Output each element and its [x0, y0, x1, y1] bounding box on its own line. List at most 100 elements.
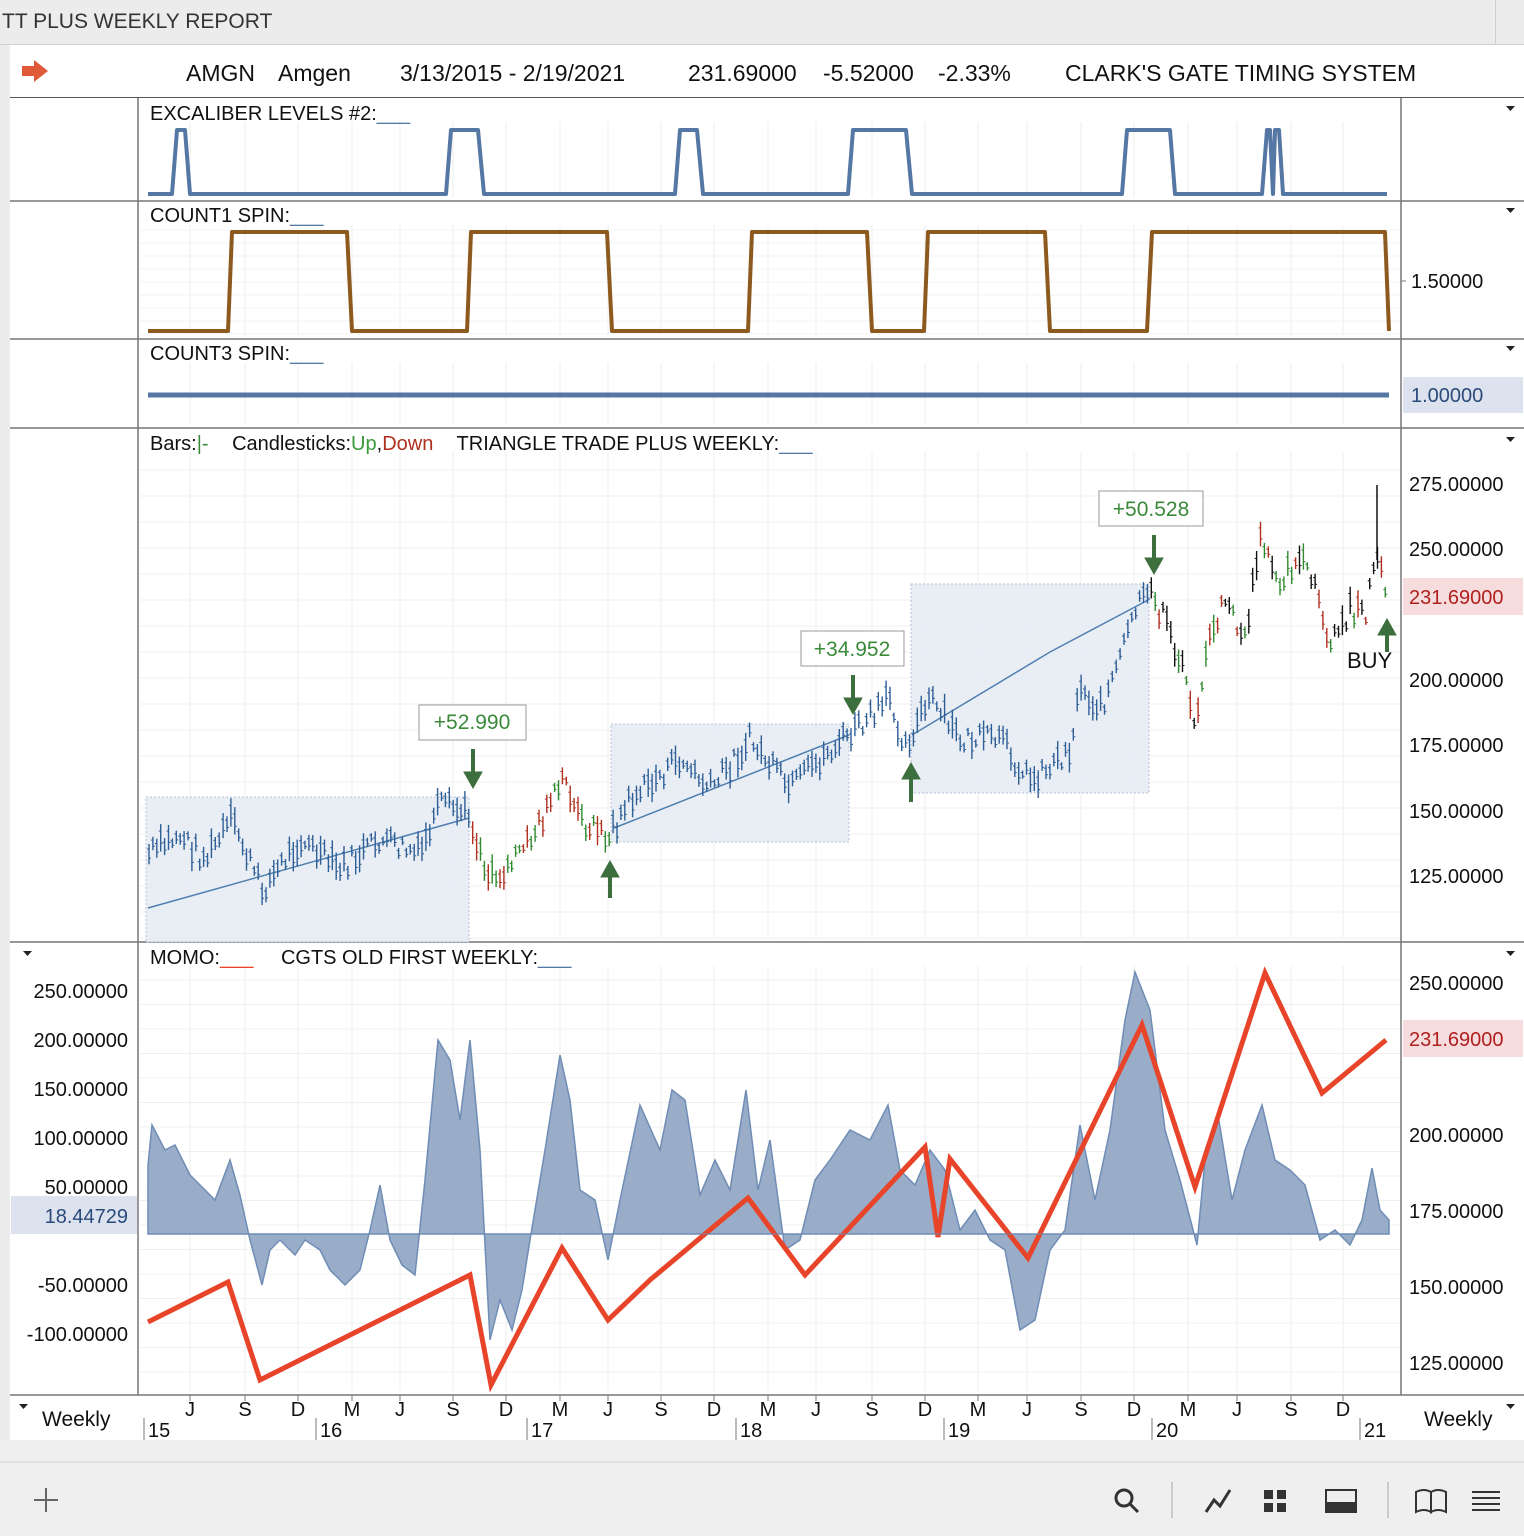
momo-area: [147, 969, 1390, 1341]
count3-label: COUNT3 SPIN:___: [150, 343, 324, 365]
momo-left-axis-label: 250.00000: [33, 981, 128, 1003]
month-tick-label: D: [707, 1399, 721, 1421]
trend-line-3: [911, 598, 1151, 736]
trade-zone-1: [145, 796, 470, 943]
month-tick-label: D: [1127, 1399, 1141, 1421]
momo-left-axis-label: 200.00000: [33, 1030, 128, 1052]
panel-icon[interactable]: [1325, 1489, 1357, 1513]
momo-right-menu-icon[interactable]: [1506, 951, 1515, 956]
month-tick-label: J: [1232, 1399, 1242, 1421]
year-tick-label: 20: [1156, 1420, 1178, 1440]
month-tick-label: S: [865, 1399, 878, 1421]
price-axis-label: 125.00000: [1409, 866, 1504, 888]
excaliber-menu-icon[interactable]: [1506, 106, 1515, 111]
count3-value-text: 1.00000: [1411, 385, 1483, 407]
momo-left-axis-label: -100.00000: [27, 1324, 128, 1346]
month-tick-label: M: [1180, 1399, 1197, 1421]
bottom-toolbar: [0, 1440, 1524, 1536]
excaliber-label: EXCALIBER LEVELS #2:___: [150, 103, 411, 125]
momo-right-axis-label: 125.00000: [1409, 1353, 1504, 1375]
momo-left-axis: 250.00000 200.00000 150.00000 100.00000 …: [27, 981, 128, 1346]
momo-right-axis: 250.00000 200.00000 175.00000 150.00000 …: [1409, 973, 1504, 1375]
titlebar-edge: [1495, 0, 1524, 44]
date-range: 3/13/2015 - 2/19/2021: [400, 60, 626, 86]
buy-label: BUY: [1347, 648, 1393, 673]
period-left-menu-icon[interactable]: [19, 1404, 28, 1409]
symbol-info-bar: AMGN Amgen 3/13/2015 - 2/19/2021 231.690…: [10, 45, 1524, 99]
grid: [140, 122, 1400, 1391]
momo-right-badge: [1403, 1020, 1523, 1057]
panel-menu-markers[interactable]: [19, 106, 1515, 1409]
buy-arrow-icon: [600, 859, 620, 898]
time-axis: J S D M J S D M J S D M J S D M J S D M J S D 15 16 17 18 19 20 21: [143, 1395, 1386, 1440]
month-tick-label: J: [811, 1399, 821, 1421]
year-tick-label: 17: [531, 1420, 553, 1440]
month-tick-label: J: [603, 1399, 613, 1421]
month-tick-label: J: [1022, 1399, 1032, 1421]
month-tick-label: M: [552, 1399, 569, 1421]
momo-left-badge-text: 18.44729: [45, 1206, 128, 1228]
menu-icon[interactable]: [1472, 1491, 1500, 1511]
last-price: 231.69000: [688, 60, 797, 86]
price-change: -5.52000: [823, 60, 914, 86]
window-title: TT PLUS WEEKLY REPORT: [2, 10, 273, 33]
momo-right-axis-label: 175.00000: [1409, 1201, 1504, 1223]
month-tick-label: S: [238, 1399, 251, 1421]
symbol-ticker: AMGN: [186, 60, 255, 86]
momo-right-badge-text: 231.69000: [1409, 1029, 1504, 1051]
year-tick-label: 19: [948, 1420, 970, 1440]
momo-left-axis-label: 150.00000: [33, 1079, 128, 1101]
momo-right-axis-label: 150.00000: [1409, 1277, 1504, 1299]
month-tick-label: M: [760, 1399, 777, 1421]
month-tick-label: S: [654, 1399, 667, 1421]
price-axis-label: 250.00000: [1409, 539, 1504, 561]
symbol-name: Amgen: [278, 60, 351, 86]
search-icon[interactable]: [1114, 1488, 1140, 1514]
price-axis-label: 175.00000: [1409, 735, 1504, 757]
book-icon[interactable]: [1415, 1489, 1447, 1514]
count1-axis-label: 1.50000: [1411, 271, 1483, 293]
momo-left-axis-label: 50.00000: [45, 1177, 128, 1199]
momo-left-badge: [11, 1196, 137, 1234]
trade-label-box-3: [1098, 490, 1204, 527]
month-tick-label: D: [291, 1399, 305, 1421]
count3-value-badge: [1403, 377, 1523, 413]
momo-line: [146, 966, 1388, 1393]
month-tick-label: J: [395, 1399, 405, 1421]
add-icon[interactable]: [34, 1488, 58, 1512]
trade-label-2: +34.952: [814, 638, 891, 661]
price-last-badge-text: 231.69000: [1409, 587, 1504, 609]
sell-arrow-icon: [843, 675, 863, 716]
period-label-right[interactable]: Weekly: [1424, 1408, 1493, 1431]
year-tick-label: 18: [740, 1420, 762, 1440]
count1-label: COUNT1 SPIN:___: [150, 205, 324, 227]
period-label-left[interactable]: Weekly: [42, 1408, 111, 1431]
trade-label-1: +52.990: [434, 711, 511, 734]
buy-arrow-icon: [901, 761, 921, 802]
count1-menu-icon[interactable]: [1506, 208, 1515, 213]
price-legend: Bars:|- Candlesticks:Up,Down TRIANGLE TR…: [150, 433, 813, 455]
momo-left-menu-icon[interactable]: [23, 951, 32, 956]
line-chart-icon[interactable]: [1204, 1489, 1232, 1513]
trade-label-3: +50.528: [1113, 498, 1190, 521]
period-right-menu-icon[interactable]: [1506, 1404, 1515, 1409]
grid-icon[interactable]: [1264, 1490, 1286, 1512]
price-axis: 275.00000 250.00000 200.00000 175.00000 …: [1409, 474, 1504, 888]
count1-line: [148, 230, 1391, 333]
price-bars: [147, 485, 1388, 905]
price-menu-icon[interactable]: [1506, 437, 1515, 442]
chart-canvas[interactable]: EXCALIBER LEVELS #2:___ COUNT1 SPIN:___ …: [10, 98, 1524, 1440]
momo-left-axis-label: 100.00000: [33, 1128, 128, 1150]
trade-annotations: +52.990 +34.952 +50.528: [418, 490, 1204, 741]
right-arrow-icon[interactable]: [20, 59, 50, 83]
chart-area[interactable]: EXCALIBER LEVELS #2:___ COUNT1 SPIN:___ …: [10, 98, 1524, 1440]
count3-menu-icon[interactable]: [1506, 346, 1515, 351]
sell-arrow-icon: [1144, 535, 1164, 576]
price-axis-label: 275.00000: [1409, 474, 1504, 496]
year-tick-label: 15: [148, 1420, 170, 1440]
momo-left-axis-label: -50.00000: [38, 1275, 128, 1297]
price-axis-label: 200.00000: [1409, 670, 1504, 692]
month-tick-label: D: [1336, 1399, 1350, 1421]
trend-line-1: [147, 817, 470, 909]
month-tick-label: M: [970, 1399, 987, 1421]
